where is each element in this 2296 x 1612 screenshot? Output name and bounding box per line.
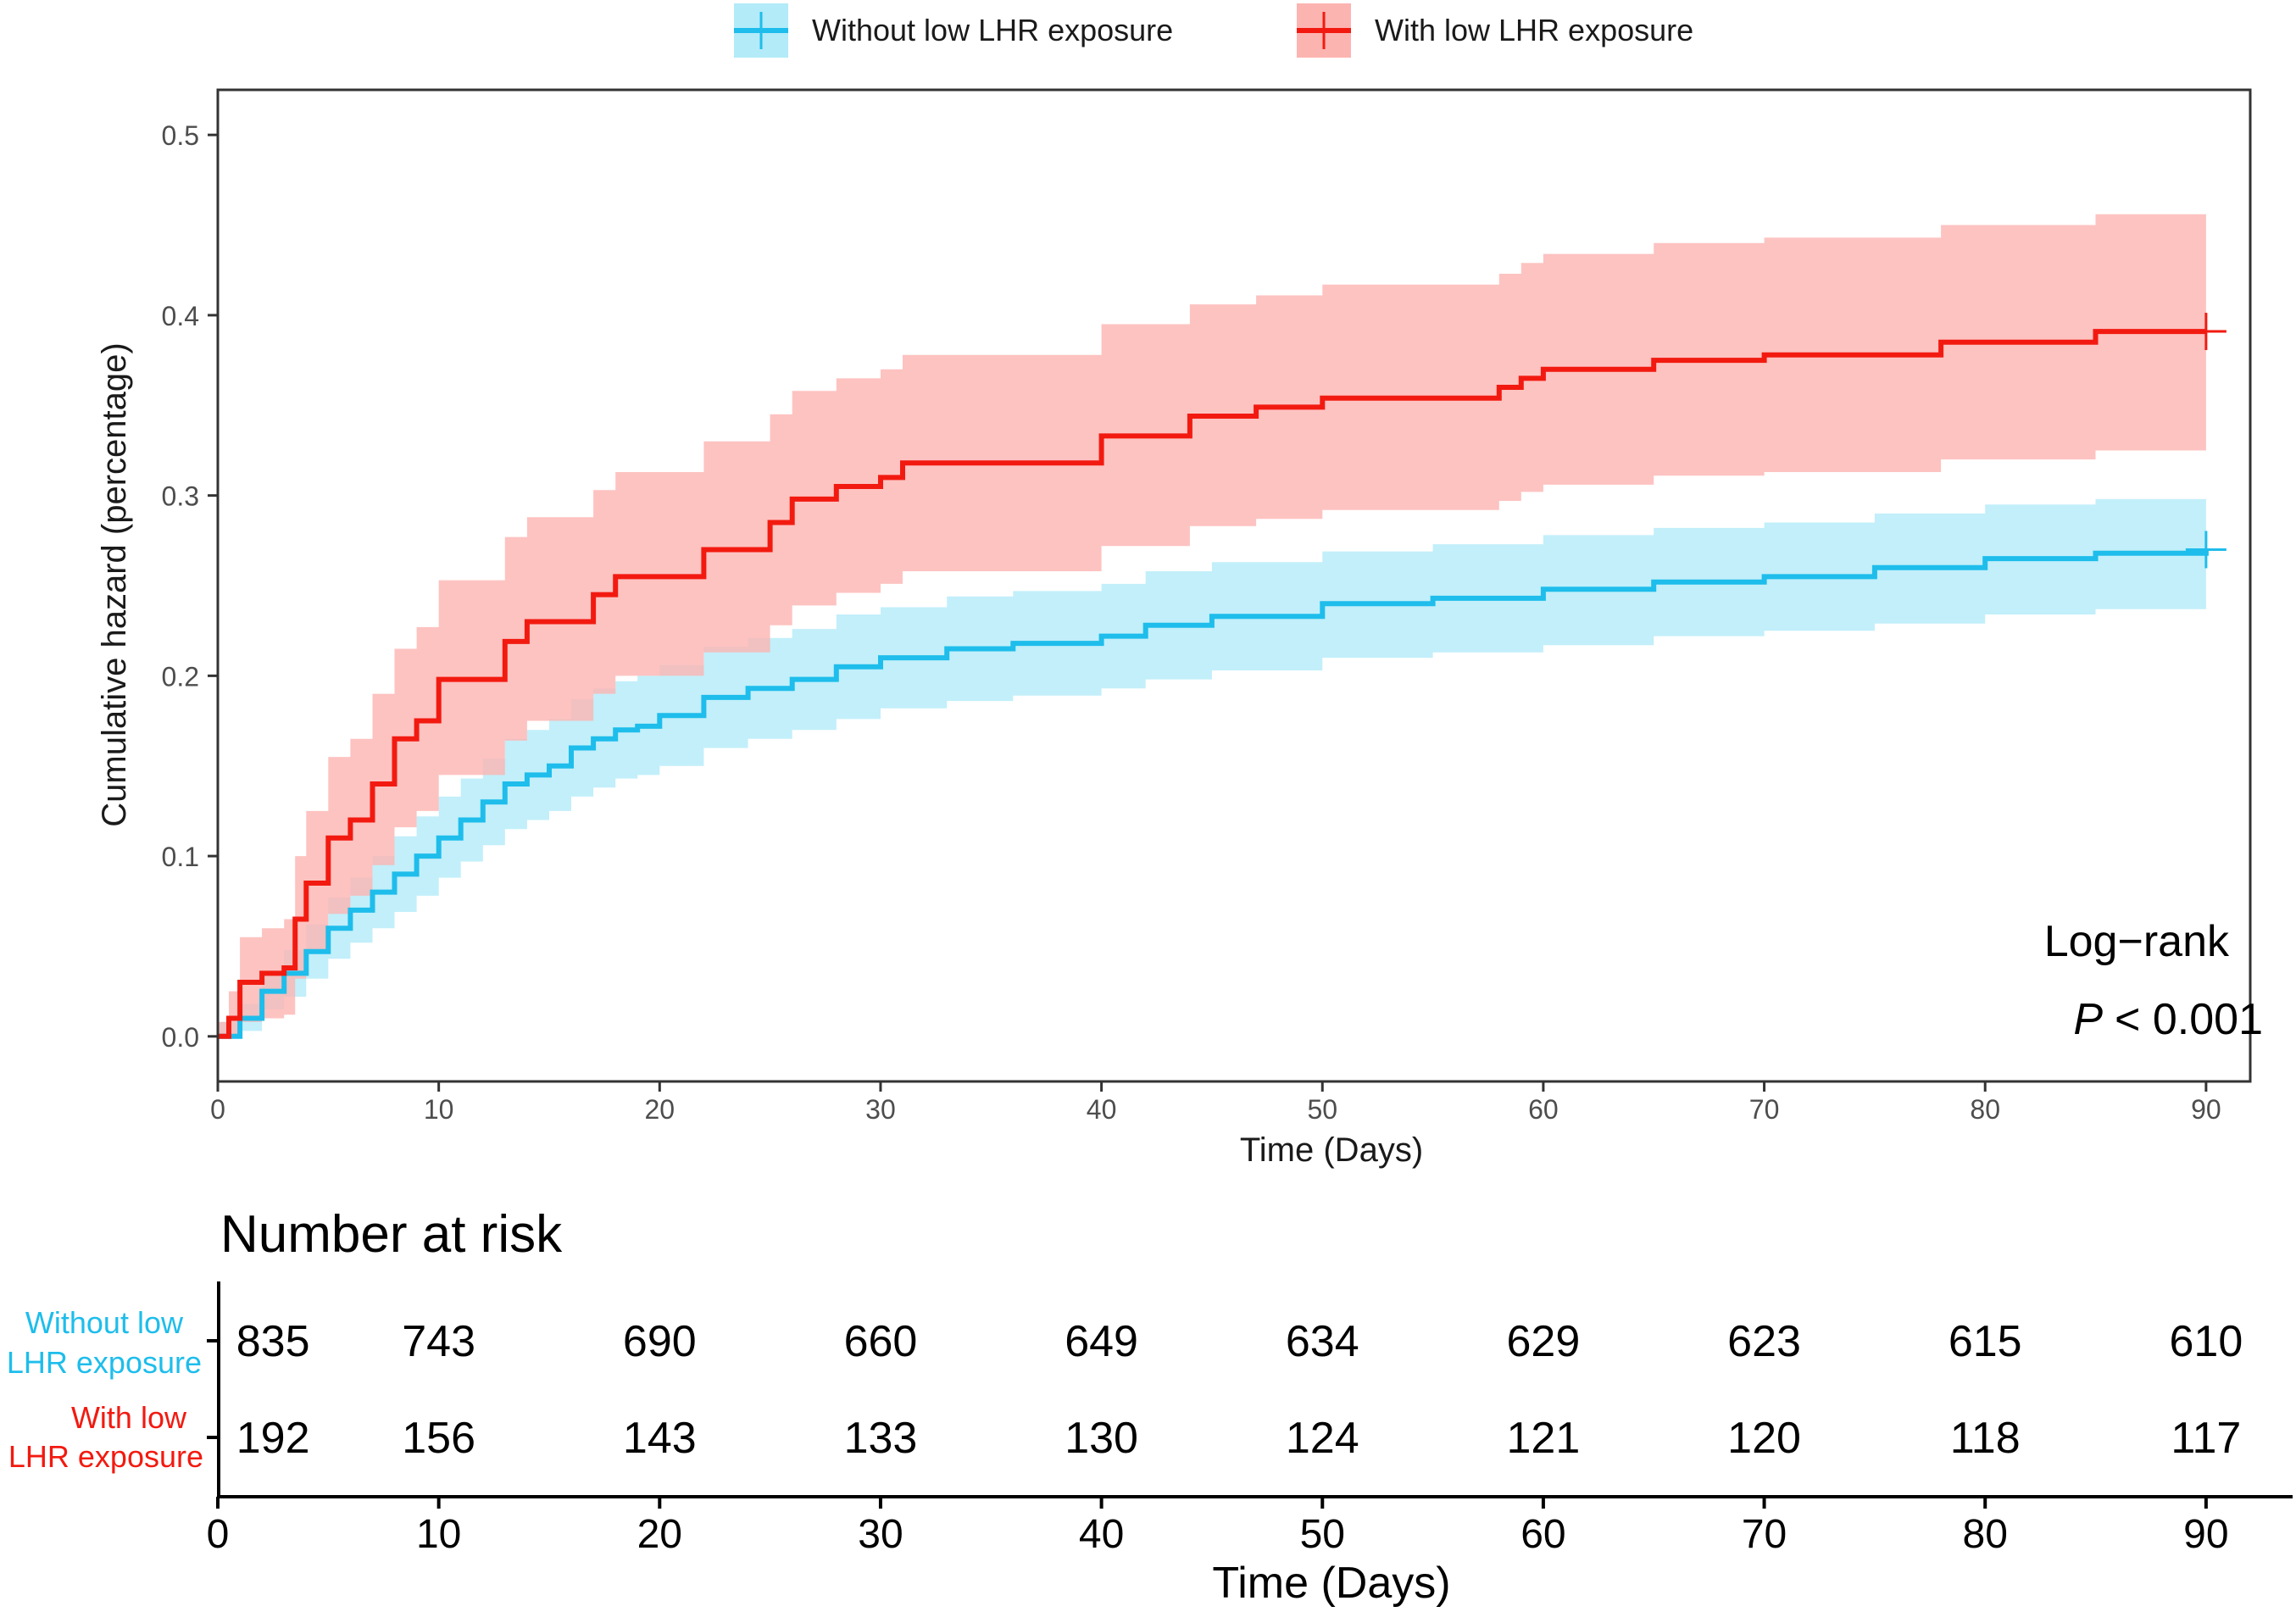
hazard-plot: 0.0 0.1 0.2 0.3 0.4 0.5 0 10 20 30 40 50 60 70 80 90 C… <box>96 88 2263 1169</box>
y-tick-label: 0.5 <box>162 120 199 151</box>
risk-table-title: Number at risk <box>220 1205 563 1264</box>
risk-row-label-without-line2: LHR exposure <box>7 1345 202 1380</box>
risk-cell-without: 610 <box>2169 1317 2243 1366</box>
y-tick-label: 0.2 <box>162 661 199 692</box>
risk-x-tick-label: 50 <box>1300 1512 1345 1557</box>
risk-x-tick-label: 10 <box>416 1512 461 1557</box>
risk-cell-without: 615 <box>1949 1317 2022 1366</box>
risk-row-label-without-line1: Without low <box>25 1305 184 1340</box>
risk-row-label-with-line1: With low <box>71 1400 187 1435</box>
x-tick-label: 50 <box>1307 1094 1337 1125</box>
risk-x-tick-label: 30 <box>858 1512 903 1557</box>
x-axis-label: Time (Days) <box>1240 1131 1423 1169</box>
confidence-bands <box>218 214 2206 1037</box>
y-tick-label: 0.1 <box>162 842 199 872</box>
y-tick-label: 0.3 <box>162 481 199 512</box>
risk-x-tick-label: 80 <box>1963 1512 2008 1557</box>
logrank-label: Log−rank <box>2044 917 2230 966</box>
risk-x-tick-label: 20 <box>637 1512 682 1557</box>
risk-cell-with: 133 <box>844 1414 918 1463</box>
legend: Without low LHR exposure With low LHR ex… <box>734 3 1693 58</box>
risk-cell-without: 623 <box>1727 1317 1801 1366</box>
risk-cell-with: 143 <box>623 1414 697 1463</box>
risk-cell-with: 121 <box>1507 1414 1581 1463</box>
risk-x-tick-label: 70 <box>1742 1512 1787 1557</box>
risk-cell-without: 690 <box>623 1317 697 1366</box>
risk-x-tick-label: 0 <box>207 1512 230 1557</box>
risk-table-x-axis: 0 10 20 30 40 50 60 70 80 90 <box>207 1497 2229 1557</box>
risk-cell-without: 743 <box>402 1317 475 1366</box>
risk-table: Number at risk Without low LHR exposure … <box>7 1205 2293 1608</box>
risk-row-label-with-low-lhr: With low LHR exposure <box>8 1400 203 1474</box>
legend-label-without-low-lhr: Without low LHR exposure <box>812 13 1173 47</box>
y-axis: 0.0 0.1 0.2 0.3 0.4 0.5 <box>162 120 218 1053</box>
p-value-label: P < 0.001 <box>2073 995 2263 1044</box>
risk-cell-with: 130 <box>1065 1414 1138 1463</box>
x-tick-label: 70 <box>1749 1094 1780 1125</box>
x-tick-label: 30 <box>865 1094 896 1125</box>
risk-cell-with: 120 <box>1727 1414 1801 1463</box>
risk-cell-without: 629 <box>1507 1317 1581 1366</box>
risk-cell-without: 660 <box>844 1317 918 1366</box>
p-symbol: P <box>2073 995 2103 1044</box>
y-axis-label: Cumulative hazard (percentage) <box>96 342 133 826</box>
y-tick-label: 0.4 <box>162 301 199 331</box>
x-tick-label: 0 <box>210 1094 225 1125</box>
risk-row-label-without-low-lhr: Without low LHR exposure <box>7 1305 202 1380</box>
legend-label-with-low-lhr: With low LHR exposure <box>1375 13 1693 47</box>
x-tick-label: 60 <box>1528 1094 1559 1125</box>
risk-x-tick-label: 40 <box>1079 1512 1124 1557</box>
x-tick-label: 40 <box>1087 1094 1117 1125</box>
confidence-band-with-low-lhr <box>218 214 2206 1037</box>
risk-cell-without: 835 <box>236 1317 310 1366</box>
risk-cell-without: 634 <box>1286 1317 1359 1366</box>
risk-row-label-with-line2: LHR exposure <box>8 1439 203 1474</box>
x-tick-label: 10 <box>424 1094 454 1125</box>
risk-cell-with: 117 <box>2171 1414 2241 1463</box>
risk-x-tick-label: 60 <box>1520 1512 1565 1557</box>
risk-cell-with: 156 <box>402 1414 475 1463</box>
p-value: < 0.001 <box>2115 995 2263 1044</box>
x-tick-label: 20 <box>645 1094 675 1125</box>
x-tick-label: 90 <box>2191 1094 2221 1125</box>
risk-cell-without: 649 <box>1065 1317 1138 1366</box>
risk-cell-with: 118 <box>1950 1414 2021 1463</box>
risk-x-tick-label: 90 <box>2183 1512 2228 1557</box>
risk-cell-with: 124 <box>1286 1414 1359 1463</box>
censor-marks <box>2185 313 2227 569</box>
hazard-curves <box>218 329 2209 1039</box>
y-tick-label: 0.0 <box>162 1022 199 1053</box>
x-axis: 0 10 20 30 40 50 60 70 80 90 <box>210 1081 2221 1125</box>
hazard-curve-with-low-lhr <box>218 329 2206 1039</box>
risk-table-cells: 835 743 690 660 649 634 629 623 615 610 192 156 143 1… <box>236 1317 2243 1463</box>
risk-table-x-axis-label: Time (Days) <box>1212 1559 1450 1608</box>
risk-cell-with: 192 <box>236 1414 310 1463</box>
confidence-band-without-low-lhr <box>218 495 2206 1037</box>
x-tick-label: 80 <box>1970 1094 2000 1125</box>
hazard-curve-without-low-lhr <box>218 549 2209 1039</box>
plot-panel-border <box>216 88 2252 1083</box>
